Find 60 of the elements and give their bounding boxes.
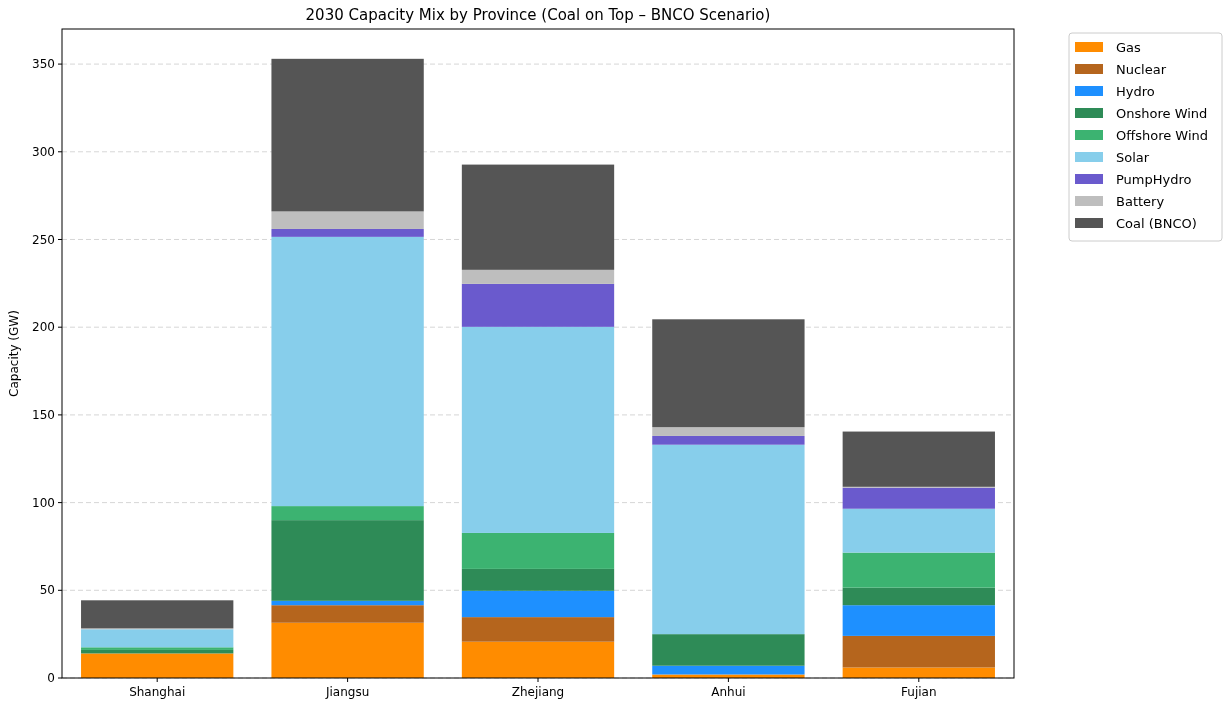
bar: [461, 590, 615, 618]
bar: [81, 600, 234, 629]
bar: [461, 568, 615, 591]
bar: [271, 520, 424, 601]
bar: [652, 435, 805, 445]
legend-label: Offshore Wind: [1116, 127, 1209, 143]
legend-label: PumpHydro: [1116, 171, 1192, 187]
bar: [842, 431, 995, 487]
legend-label: Battery: [1116, 193, 1165, 209]
y-tick-label: 250: [32, 232, 55, 247]
bar: [842, 667, 995, 678]
legend-label: Solar: [1116, 149, 1150, 165]
y-tick-label: 100: [32, 495, 55, 510]
bar: [271, 506, 424, 521]
bar: [461, 532, 615, 569]
bar: [652, 665, 805, 675]
legend-label: Gas: [1116, 39, 1142, 55]
bar: [461, 283, 615, 327]
y-tick-label: 300: [32, 144, 55, 159]
legend-label: Coal (BNCO): [1116, 215, 1197, 231]
legend-label: Nuclear: [1116, 61, 1167, 77]
legend-label: Hydro: [1116, 83, 1155, 99]
bar: [271, 605, 424, 623]
bar: [271, 600, 424, 606]
y-tick-label: 350: [32, 57, 55, 72]
y-tick-label: 50: [39, 583, 55, 598]
bar: [271, 622, 424, 678]
y-tick-label: 150: [32, 408, 55, 423]
bar: [652, 427, 805, 436]
bar: [842, 508, 995, 553]
bar: [842, 587, 995, 606]
y-tick-label: 200: [32, 320, 55, 335]
x-tick-label: Fujian: [901, 685, 937, 699]
x-tick-label: Shanghai: [129, 685, 186, 699]
y-axis-title: Capacity (GW): [7, 310, 21, 397]
x-tick-label: Anhui: [711, 685, 746, 699]
bar: [271, 228, 424, 237]
bar: [271, 236, 424, 507]
y-tick-label: 0: [47, 671, 55, 686]
bar: [842, 487, 995, 509]
bar: [81, 653, 234, 678]
x-tick-label: Jiangsu: [324, 685, 370, 699]
bar: [81, 629, 234, 648]
bar: [461, 326, 615, 533]
bar: [652, 634, 805, 666]
bar: [81, 647, 234, 650]
bar: [652, 319, 805, 428]
bar: [271, 211, 424, 229]
bar: [842, 635, 995, 668]
bar: [461, 269, 615, 284]
bar: [842, 552, 995, 588]
bar: [271, 58, 424, 212]
bar: [461, 164, 615, 270]
x-tick-label: Zhejiang: [511, 685, 565, 699]
legend-label: Onshore Wind: [1116, 105, 1208, 121]
bar: [461, 617, 615, 642]
bar: [461, 641, 615, 678]
chart-title: 2030 Capacity Mix by Province (Coal on Top – BNCO Scenario): [305, 6, 771, 24]
bar: [842, 605, 995, 636]
bar: [652, 444, 805, 635]
